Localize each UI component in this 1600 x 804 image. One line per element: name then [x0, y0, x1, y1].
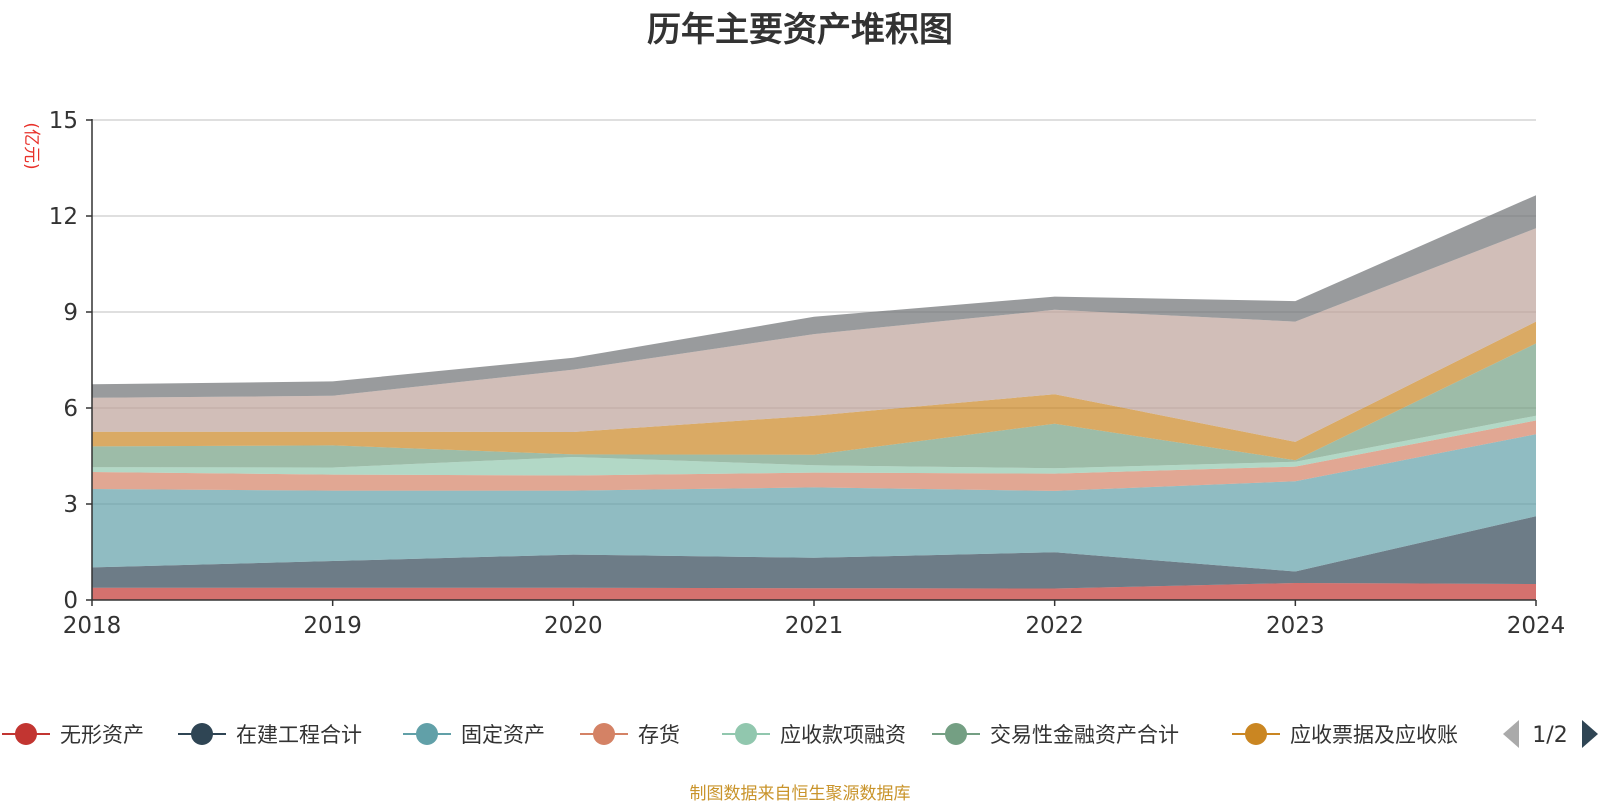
legend-marker-icon: [1245, 723, 1267, 745]
x-tick-label-2023: 2023: [1266, 613, 1325, 639]
legend-item-6[interactable]: 交易性金融资产合计: [932, 723, 1179, 747]
legend-marker-icon: [593, 723, 615, 745]
legend-item-4[interactable]: 存货: [580, 723, 680, 747]
legend-label: 交易性金融资产合计: [990, 723, 1179, 747]
legend-item-1[interactable]: 无形资产: [2, 723, 144, 747]
legend-page-indicator: 1/2: [1532, 723, 1567, 748]
y-tick-label-9: 9: [63, 300, 78, 326]
y-tick-label-0: 0: [63, 588, 78, 614]
y-tick-label-6: 6: [63, 396, 78, 422]
legend-label: 应收票据及应收账: [1290, 723, 1458, 747]
legend-item-5[interactable]: 应收款项融资: [722, 723, 906, 747]
area-series-8: [92, 228, 1536, 442]
legend-item-2[interactable]: 在建工程合计: [178, 723, 362, 747]
axis-layer: 0 3 6 9 12 15 2018 2019 2020 2021 2022 2023 2024 (亿元): [21, 108, 1565, 639]
area-series-6: [92, 343, 1536, 469]
x-tick-label-2018: 2018: [63, 613, 122, 639]
legend-marker-icon: [191, 723, 213, 745]
legend-marker-icon: [15, 723, 37, 745]
y-tick-label-3: 3: [63, 492, 78, 518]
legend-item-3[interactable]: 固定资产: [403, 723, 545, 747]
legend-label: 在建工程合计: [236, 723, 362, 747]
legend: 无形资产 在建工程合计 固定资产 存货 应收款项融资 交易性金融资产合计 应收票据及应收账 1…: [2, 720, 1598, 748]
area-series-2: [92, 516, 1536, 589]
legend-label: 应收款项融资: [780, 723, 906, 747]
area-series-3: [92, 434, 1536, 572]
source-note: 制图数据来自恒生聚源数据库: [689, 784, 911, 804]
area-series-1: [92, 583, 1536, 600]
y-tick-label-15: 15: [49, 108, 78, 134]
y-axis-unit-label: (亿元): [21, 122, 41, 169]
legend-marker-icon: [735, 723, 757, 745]
legend-label: 固定资产: [461, 723, 545, 747]
x-tick-label-2019: 2019: [303, 613, 362, 639]
legend-marker-icon: [416, 723, 438, 745]
legend-item-7[interactable]: 应收票据及应收账: [1232, 723, 1458, 747]
area-series-7: [92, 321, 1536, 461]
y-tick-label-12: 12: [49, 204, 78, 230]
x-tick-label-2024: 2024: [1507, 613, 1566, 639]
area-series-5: [92, 415, 1536, 476]
legend-marker-icon: [945, 723, 967, 745]
x-tick-label-2020: 2020: [544, 613, 603, 639]
legend-label: 无形资产: [60, 723, 144, 747]
area-series-4: [92, 420, 1536, 491]
chart-title: 历年主要资产堆积图: [647, 10, 953, 50]
x-tick-label-2021: 2021: [785, 613, 844, 639]
area-layer: [92, 195, 1536, 600]
x-tick-label-2022: 2022: [1025, 613, 1084, 639]
legend-next-page-icon[interactable]: [1582, 720, 1598, 748]
legend-prev-page-icon[interactable]: [1503, 720, 1519, 748]
legend-label: 存货: [638, 723, 680, 747]
